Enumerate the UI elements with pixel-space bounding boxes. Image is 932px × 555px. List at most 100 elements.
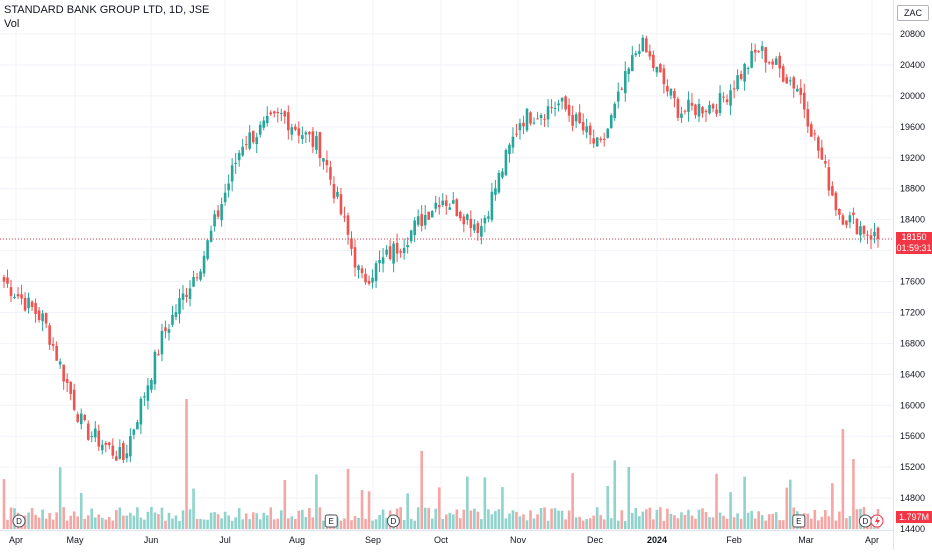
currency-button[interactable]: ZAC (897, 5, 929, 21)
volume-bar (251, 512, 255, 529)
volume-bar (722, 515, 725, 529)
event-marker-dividend[interactable]: D (386, 514, 400, 528)
candle-body (406, 245, 409, 248)
volume-bar (704, 511, 708, 529)
volume-bar (480, 519, 483, 529)
volume-bar (838, 511, 841, 529)
candle-body (304, 132, 308, 135)
candle-body (360, 268, 364, 274)
candle-body (652, 54, 655, 68)
candle-body (574, 114, 578, 122)
volume-bar (750, 510, 753, 529)
candle-body (143, 396, 146, 398)
candle-body (466, 214, 469, 220)
volume-bar (290, 516, 294, 529)
volume-bar (409, 518, 413, 529)
volume-bar (553, 508, 557, 529)
candle-body (272, 111, 276, 114)
volume-bar (567, 510, 571, 529)
alert-icon[interactable] (870, 514, 884, 528)
candle-body (62, 364, 65, 382)
volume-bar (613, 460, 617, 529)
event-marker-earnings[interactable]: E (324, 514, 338, 528)
volume-bar (645, 509, 648, 529)
candle-body (339, 194, 343, 215)
last-volume-label: 1.797M (896, 511, 932, 523)
candle-body (669, 88, 673, 96)
volume-bar (732, 517, 736, 529)
chart-title: STANDARD BANK GROUP LTD, 1D, JSE (4, 4, 210, 16)
candle-body (72, 389, 76, 410)
candle-body (16, 294, 20, 297)
volume-bar (297, 510, 301, 529)
y-tick-label: 20800 (900, 29, 925, 39)
candle-body (181, 293, 185, 300)
y-tick-label: 14800 (900, 493, 925, 503)
volume-bar (592, 515, 595, 529)
candle-body (444, 200, 448, 206)
volume-bar (771, 513, 774, 529)
candle-body (595, 137, 599, 147)
volume-bar (381, 509, 385, 529)
volume-bar (315, 474, 318, 529)
candle-body (666, 85, 669, 92)
volume-bar (536, 514, 539, 529)
candle-body (230, 165, 234, 182)
event-marker-earnings[interactable]: E (792, 514, 806, 528)
volume-bar (824, 510, 827, 529)
candle-body (430, 211, 434, 218)
volume-bar (483, 477, 487, 529)
volume-bar (62, 507, 65, 529)
volume-bar (178, 520, 181, 529)
candle-body (680, 113, 683, 118)
candle-body (876, 227, 880, 239)
candle-body (336, 191, 339, 197)
candle-body (311, 131, 315, 147)
candle-body (799, 87, 803, 95)
volume-bar (339, 520, 343, 529)
candle-body (76, 414, 80, 422)
volume-bar (827, 516, 831, 529)
candle-body (332, 183, 336, 199)
candle-body (27, 297, 30, 309)
candle-body (739, 73, 743, 79)
candle-body (781, 66, 785, 82)
candle-body (539, 115, 543, 119)
candle-body (834, 192, 838, 211)
candle-body (164, 327, 167, 332)
volume-bar (430, 518, 434, 529)
volume-bar (743, 476, 746, 529)
volume-bar (834, 520, 838, 529)
volume-bar (585, 519, 588, 529)
volume-bar (276, 518, 280, 529)
candle-body (251, 130, 255, 143)
candle-body (546, 106, 550, 120)
candle-body (852, 212, 855, 216)
volume-bar (413, 520, 416, 529)
event-marker-dividend[interactable]: D (12, 514, 26, 528)
volume-bar (525, 520, 529, 529)
volume-bar (374, 519, 378, 529)
volume-bar (69, 515, 72, 529)
volume-bar (367, 491, 371, 529)
candle-body (423, 214, 427, 226)
volume-bar (118, 507, 122, 529)
candle-body (364, 273, 367, 283)
volume-bar (153, 512, 157, 529)
y-tick-label: 15200 (900, 462, 925, 472)
candle-body (855, 218, 859, 235)
candle-body (416, 216, 420, 225)
candle-body (209, 230, 213, 242)
candle-body (736, 75, 739, 90)
volume-bar (136, 507, 139, 529)
candle-body (108, 442, 111, 446)
event-marker-dividend[interactable]: D (858, 514, 872, 528)
volume-bar (511, 510, 515, 529)
volume-bar (557, 510, 560, 529)
volume-bar (767, 514, 771, 529)
candle-body (476, 223, 480, 233)
volume-bar (346, 468, 350, 529)
volume-bar (623, 520, 627, 529)
